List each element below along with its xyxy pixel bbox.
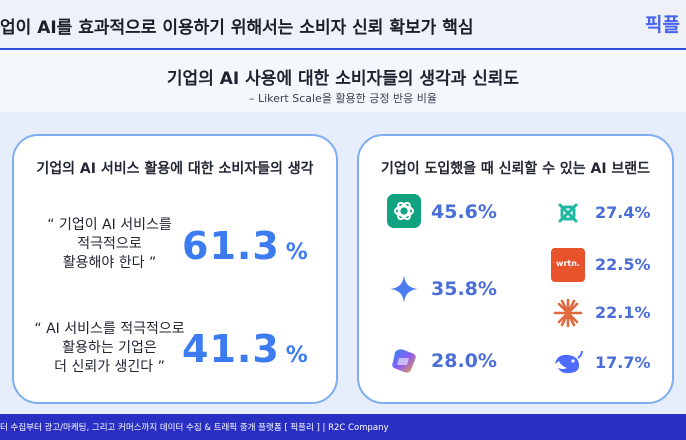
page-headline: 업이 AI를 효과적으로 이용하기 위해서는 소비자 신뢰 확보가 핵심 — [0, 18, 474, 38]
perplexity-logo-icon — [551, 196, 585, 230]
claude-logo-icon — [551, 296, 585, 330]
stat-unit: % — [285, 240, 309, 265]
gemini-logo-icon — [387, 272, 421, 306]
chatgpt-logo-icon — [387, 194, 421, 228]
hero-subtitle: – Likert Scale을 활용한 긍정 반응 비율 — [248, 92, 438, 105]
quote-statement-1: “ 기업이 AI 서비스를 적극적으로 활용해야 한다 ” — [22, 216, 197, 273]
brand-logo: 픽플 — [645, 14, 680, 36]
chatgpt-share: 45.6% — [431, 201, 497, 223]
header-divider — [0, 48, 686, 50]
quote-line: 활용해야 한다 ” — [62, 255, 157, 271]
top-bar: 업이 AI를 효과적으로 이용하기 위해서는 소비자 신뢰 확보가 핵심 픽플 — [0, 0, 686, 48]
quote-statement-2: “ AI 서비스를 적극적으로 활용하는 기업은 더 신뢰가 생긴다 ” — [22, 320, 197, 377]
hero-title: 기업의 AI 사용에 대한 소비자들의 생각과 신뢰도 — [166, 69, 520, 89]
quote-line: 적극적으로 — [77, 236, 142, 252]
stat-number: 41.3 — [182, 327, 280, 371]
quote-line: “ 기업이 AI 서비스를 — [47, 217, 172, 233]
ai-brand-trust-panel: 기업이 도입했을 때 신뢰할 수 있는 AI 브랜드 45.6% 27.4% w… — [357, 134, 674, 404]
panel-title: 기업이 도입했을 때 신뢰할 수 있는 AI 브랜드 — [380, 161, 651, 177]
panel-title: 기업의 AI 서비스 활용에 대한 소비자들의 생각 — [36, 161, 314, 177]
deepseek-share: 17.7% — [595, 353, 651, 372]
copilot-logo-icon — [387, 344, 421, 378]
perplexity-share: 27.4% — [595, 203, 651, 222]
deepseek-logo-icon — [551, 346, 585, 380]
wrtn-logo-icon: wrtn. — [551, 248, 585, 282]
claude-share: 22.1% — [595, 303, 651, 322]
quote-line: 더 신뢰가 생긴다 ” — [54, 359, 165, 375]
wrtn-logo-text: wrtn. — [556, 259, 580, 268]
quote-line: “ AI 서비스를 적극적으로 — [34, 321, 185, 337]
footer-bar: 터 수집부터 광고/마케팅, 그리고 커머스까지 데이터 수집 & 트래픽 중개… — [0, 414, 686, 440]
stat-unit: % — [285, 343, 309, 368]
hero-band: 기업의 AI 사용에 대한 소비자들의 생각과 신뢰도 – Likert Sca… — [0, 50, 686, 112]
stat-number: 61.3 — [182, 224, 280, 268]
stat-value-2: 41.3% — [182, 327, 309, 371]
copilot-share: 28.0% — [431, 350, 497, 372]
wrtn-share: 22.5% — [595, 255, 651, 274]
stat-value-1: 61.3% — [182, 224, 309, 268]
gemini-share: 35.8% — [431, 278, 497, 300]
footer-text: 터 수집부터 광고/마케팅, 그리고 커머스까지 데이터 수집 & 트래픽 중개… — [0, 423, 389, 433]
consumer-opinion-panel: 기업의 AI 서비스 활용에 대한 소비자들의 생각 “ 기업이 AI 서비스를… — [12, 134, 338, 404]
quote-line: 활용하는 기업은 — [62, 340, 157, 356]
